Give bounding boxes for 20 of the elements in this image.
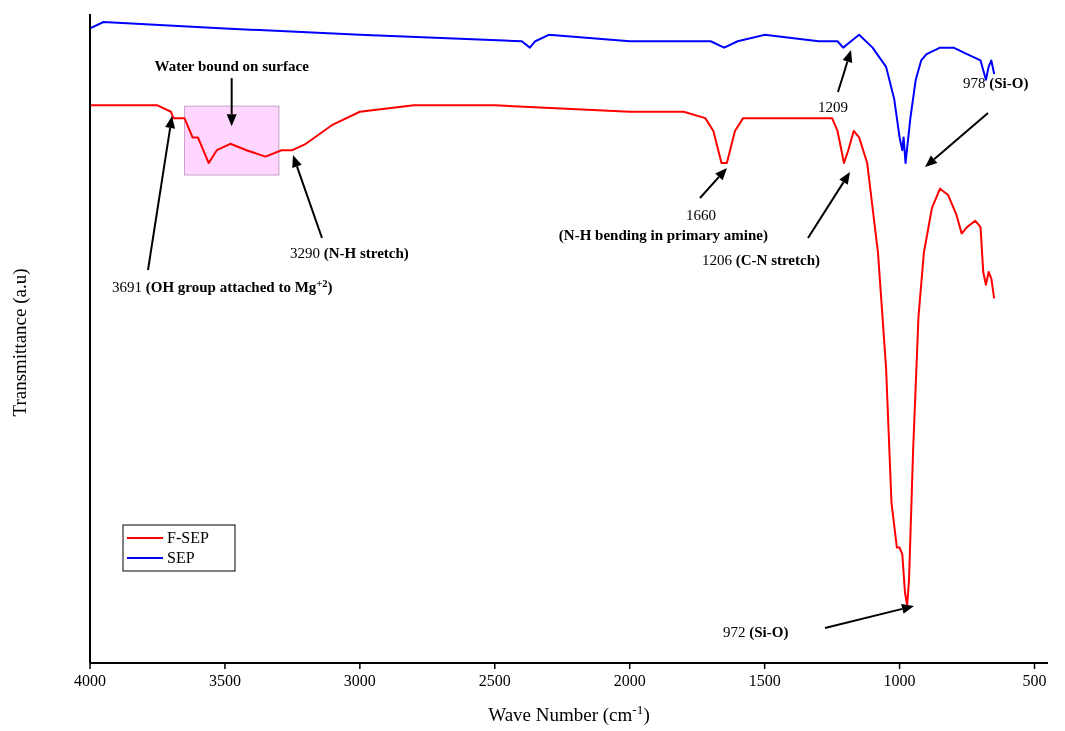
x-tick-label: 2500 <box>478 672 511 689</box>
x-tick-label: 1000 <box>883 672 916 689</box>
x-tick-label: 500 <box>1022 672 1047 689</box>
legend-label: F-SEP <box>167 529 209 546</box>
legend-label: SEP <box>167 549 195 566</box>
x-tick-label: 3000 <box>343 672 376 689</box>
y-axis-title: Transmittance (a.u) <box>9 268 31 417</box>
annotation: 3691 (OH group attached to Mg$^{+2}$) <box>112 277 333 296</box>
x-tick-label: 4000 <box>74 672 106 689</box>
x-tick-label: 1500 <box>748 672 781 689</box>
annotation: 972 (Si-O) <box>723 624 789 641</box>
x-tick-label: 2000 <box>613 672 646 689</box>
annotation: 1209 <box>818 99 848 115</box>
annotation: 1660 (N-H bending in primary amine) <box>558 207 768 244</box>
annotation: 3290 (N-H stretch) <box>290 245 409 262</box>
x-axis-title: Wave Number (cm$^{-1}$) <box>488 701 650 726</box>
x-tick-label: 3500 <box>208 672 241 689</box>
annotation: 1206 (C-N stretch) <box>702 252 821 269</box>
band-label: Water bound on surface <box>154 58 310 75</box>
annotation: 978 (Si-O) <box>963 75 1029 92</box>
